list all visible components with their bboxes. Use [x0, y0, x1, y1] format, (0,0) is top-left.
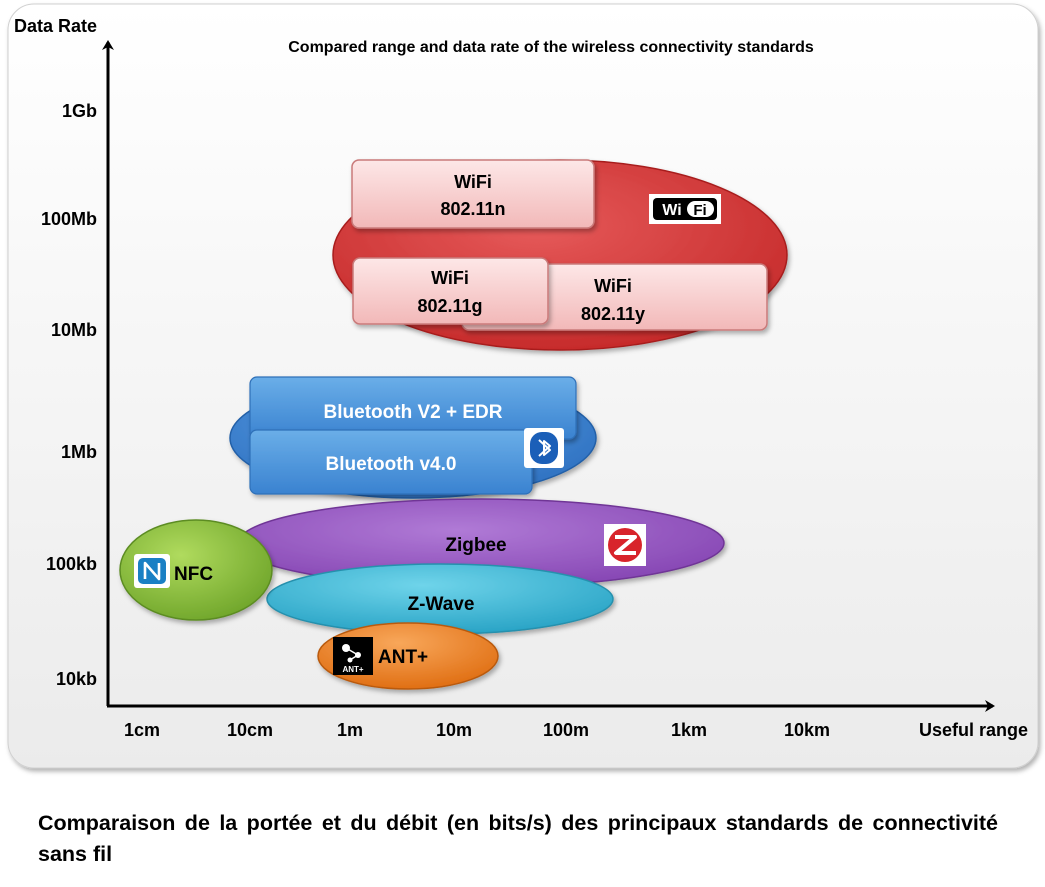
y-tick-label: 100kb — [46, 554, 97, 574]
wifi-logo-text: Wi — [662, 202, 681, 219]
wifi-logo-text: Fi — [693, 202, 706, 219]
nfc-label: NFC — [174, 564, 213, 585]
zigbee-group: Zigbee — [237, 498, 725, 588]
ant-logo-icon: ANT+ — [333, 637, 373, 675]
wifi-802-11n-label: WiFi — [454, 172, 492, 192]
bluetooth-logo-icon — [524, 428, 564, 468]
y-axis-label: Data Rate — [14, 16, 97, 36]
x-tick-label: 100m — [543, 720, 589, 740]
x-tick-label: 1m — [337, 720, 363, 740]
wifi-802-11n-label: 802.11n — [440, 199, 505, 219]
zwave-label: Z-Wave — [408, 594, 475, 615]
zwave-group: Z-Wave — [266, 563, 614, 635]
x-tick-label: 10km — [784, 720, 830, 740]
bluetooth-v2-edr-box: Bluetooth V2 + EDR — [249, 376, 577, 440]
x-tick-label: 10cm — [227, 720, 273, 740]
wifi-802-11y-label: 802.11y — [581, 304, 645, 324]
bluetooth-v4-label: Bluetooth v4.0 — [326, 454, 457, 475]
x-tick-label: 1cm — [124, 720, 160, 740]
bluetooth-v2-edr-label: Bluetooth V2 + EDR — [324, 402, 503, 423]
nfc-group: NFC — [119, 519, 273, 621]
ant-group: ANT+ ANT+ — [317, 622, 499, 690]
x-tick-label: 1km — [671, 720, 707, 740]
ant-label: ANT+ — [378, 647, 428, 668]
wifi-802-11g-label: 802.11g — [417, 296, 482, 316]
bluetooth-v4-box: Bluetooth v4.0 — [249, 429, 533, 495]
zigbee-logo-icon — [604, 524, 646, 566]
y-tick-label: 1Gb — [62, 101, 97, 121]
y-tick-label: 100Mb — [41, 209, 97, 229]
nfc-logo-icon — [134, 554, 170, 588]
wifi-logo-icon: Wi Fi — [649, 194, 721, 224]
wifi-group: WiFi 802.11n WiFi 802.11y WiFi 802.11g W… — [332, 159, 788, 351]
ant-logo-text: ANT+ — [342, 665, 363, 674]
wifi-802-11g-box: WiFi 802.11g — [352, 257, 549, 325]
zigbee-label: Zigbee — [445, 535, 506, 556]
wifi-802-11y-label: WiFi — [594, 276, 632, 296]
wifi-802-11g-label: WiFi — [431, 268, 469, 288]
x-tick-label: 10m — [436, 720, 472, 740]
chart-title: Compared range and data rate of the wire… — [288, 39, 814, 56]
x-axis-label: Useful range — [919, 720, 1028, 740]
y-tick-label: 10kb — [56, 669, 97, 689]
y-tick-label: 10Mb — [51, 320, 97, 340]
y-tick-label: 1Mb — [61, 442, 97, 462]
figure-caption: Comparaison de la portée et du débit (en… — [38, 811, 998, 866]
nfc-ellipse — [119, 519, 273, 621]
chart-svg: Compared range and data rate of the wire… — [7, 3, 1039, 769]
wifi-802-11n-box: WiFi 802.11n — [351, 159, 595, 229]
bluetooth-group: Bluetooth V2 + EDR Bluetooth v4.0 — [229, 376, 597, 499]
